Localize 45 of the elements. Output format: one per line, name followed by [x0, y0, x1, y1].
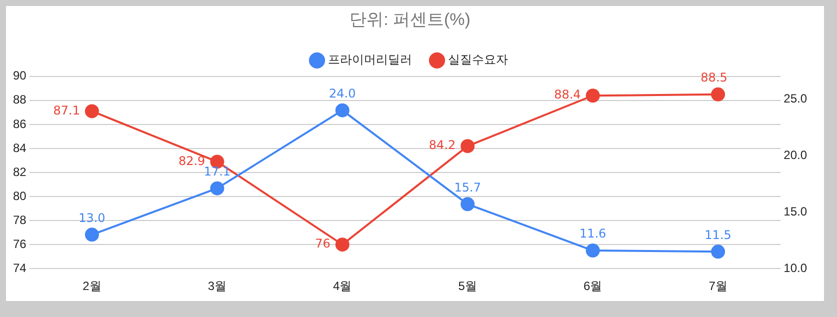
y-tick-label: 76 [12, 236, 27, 251]
point [335, 103, 350, 118]
y-tick-label: 78 [12, 212, 27, 227]
data-label: 15.7 [454, 180, 481, 194]
point [460, 197, 475, 212]
data-label: 84.2 [428, 138, 456, 152]
point [210, 181, 224, 196]
x-tick-label: 3월 [208, 279, 227, 294]
y-tick-label: 90 [12, 68, 27, 83]
point [335, 238, 350, 252]
data-label: 17.1 [204, 164, 231, 178]
y-tick-label: 88 [12, 92, 27, 107]
point [586, 244, 600, 258]
data-label: 82.9 [178, 154, 206, 168]
y2-tick-label: 10.0 [784, 260, 808, 275]
data-label: 11.6 [579, 226, 606, 241]
point [711, 244, 726, 259]
x-tick-label: 7월 [708, 279, 728, 294]
y-tick-label: 80 [12, 188, 27, 203]
data-label: 13.0 [78, 210, 106, 225]
data-label: 76 [315, 236, 330, 251]
data-label: 88.4 [554, 88, 581, 102]
data-label: 87.1 [53, 103, 80, 118]
data-label: 11.5 [704, 228, 732, 242]
y-tick-label: 82 [12, 164, 27, 179]
data-label: 88.5 [700, 70, 728, 85]
y-tick-label: 74 [12, 260, 27, 275]
point [84, 104, 99, 118]
x-tick-label: 2월 [82, 279, 102, 294]
x-tick-label: 6월 [583, 279, 602, 294]
legend-label: 실질수요자 [448, 52, 508, 67]
data-label: 24.0 [329, 86, 356, 100]
y2-tick-label: 15.0 [784, 204, 808, 218]
y-tick-label: 86 [12, 116, 27, 131]
y2-tick-label: 25.0 [784, 91, 808, 106]
legend-label: 프라이머리딜러 [328, 52, 412, 67]
y-tick-label: 84 [12, 140, 27, 155]
x-tick-label: 4월 [333, 279, 352, 294]
x-tick-label: 5월 [458, 279, 477, 294]
chart-title: 단위: 퍼센트(%) [350, 10, 470, 29]
point [460, 139, 475, 154]
y2-tick-label: 20.0 [784, 148, 808, 162]
point [84, 228, 99, 242]
point [586, 88, 600, 103]
point [711, 87, 726, 102]
